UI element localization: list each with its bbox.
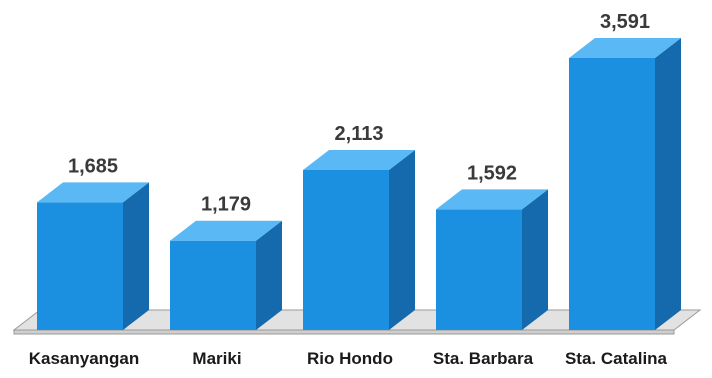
- bar-side-face: [522, 189, 548, 330]
- bar-top-face: [37, 182, 149, 203]
- bar-top-face: [436, 189, 548, 210]
- bar-sta-catalina: [569, 38, 681, 330]
- bar-rio-hondo: [303, 149, 415, 330]
- value-label: 1,592: [467, 162, 517, 184]
- category-label: Kasanyangan: [29, 349, 140, 368]
- bar-front-face: [303, 169, 389, 330]
- bar-front-face: [37, 202, 123, 330]
- bar-side-face: [389, 149, 415, 330]
- bar-side-face: [256, 220, 282, 330]
- bar-top-face: [569, 38, 681, 58]
- bar-top-face: [170, 220, 282, 241]
- value-label: 1,685: [68, 155, 118, 177]
- bar-kasanyangan: [37, 182, 149, 330]
- bar-front-face: [569, 58, 655, 330]
- category-label: Sta. Barbara: [433, 349, 534, 368]
- value-label: 2,113: [335, 123, 384, 145]
- category-label: Sta. Catalina: [565, 349, 668, 368]
- bar-sta-barbara: [436, 189, 548, 330]
- bar-mariki: [170, 220, 282, 330]
- bar-top-face: [303, 149, 415, 170]
- category-label: Mariki: [192, 349, 241, 368]
- bar-side-face: [655, 38, 681, 330]
- bar-front-face: [436, 209, 522, 330]
- chart-floor-edge: [13, 329, 675, 335]
- bar-side-face: [123, 182, 149, 330]
- value-label: 1,179: [201, 194, 251, 216]
- category-label: Rio Hondo: [307, 349, 393, 368]
- value-label: 3,591: [600, 11, 650, 33]
- bar-front-face: [170, 240, 256, 330]
